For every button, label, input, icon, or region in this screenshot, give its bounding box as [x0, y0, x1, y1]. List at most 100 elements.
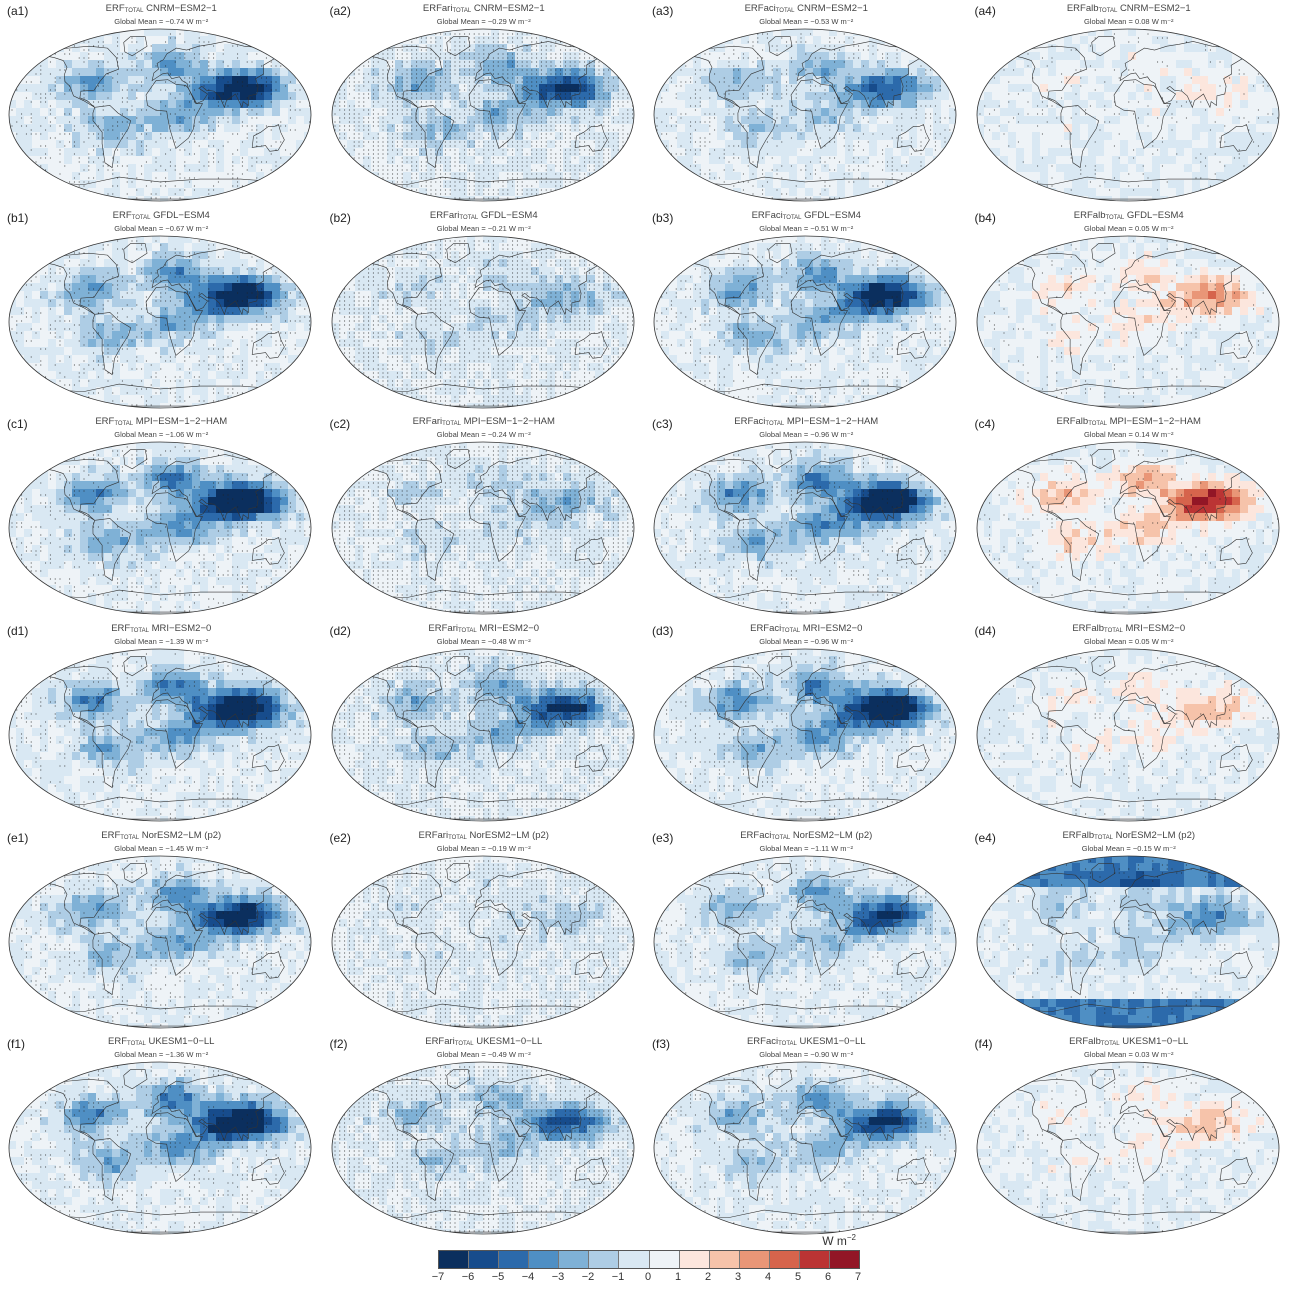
- significance-dot: [97, 53, 99, 55]
- significance-dot: [405, 61, 408, 63]
- significance-dot: [453, 53, 456, 55]
- field-cell: [128, 180, 137, 189]
- significance-dot: [511, 41, 513, 43]
- significance-dot: [487, 125, 489, 127]
- significance-dot: [506, 85, 508, 87]
- significance-dot: [241, 185, 243, 187]
- significance-dot: [338, 61, 340, 63]
- field-cell: [346, 60, 355, 69]
- significance-dot: [545, 125, 547, 127]
- significance-dot: [434, 189, 436, 191]
- significance-dot: [545, 189, 547, 191]
- field-cell: [522, 140, 531, 149]
- field-cell: [482, 172, 491, 181]
- significance-dot: [463, 33, 465, 35]
- field-cell: [482, 68, 491, 77]
- field-cell: [208, 52, 217, 61]
- field-cell: [893, 52, 902, 61]
- significance-dot: [463, 189, 465, 191]
- field-cell: [240, 68, 249, 77]
- significance-dot: [189, 141, 191, 143]
- significance-dot: [439, 125, 441, 127]
- significance-dot: [396, 197, 398, 199]
- field-cell: [618, 140, 627, 149]
- significance-dot: [612, 137, 614, 139]
- significance-dot: [569, 101, 571, 103]
- significance-dot: [583, 145, 585, 147]
- field-cell: [474, 124, 483, 133]
- significance-dot: [102, 129, 104, 131]
- field-cell: [402, 44, 411, 53]
- significance-dot: [525, 97, 528, 99]
- significance-dot: [573, 101, 576, 103]
- significance-dot: [545, 109, 547, 111]
- significance-dot: [463, 117, 465, 119]
- significance-dot: [545, 45, 547, 47]
- field-cell: [80, 108, 89, 117]
- significance-dot: [203, 109, 205, 111]
- field-cell: [264, 100, 273, 109]
- field-cell: [354, 196, 363, 201]
- significance-dot: [530, 141, 532, 143]
- field-cell: [677, 60, 686, 69]
- field-cell: [394, 156, 403, 165]
- field-cell: [402, 140, 411, 149]
- significance-dot: [621, 117, 624, 119]
- significance-dot: [434, 45, 436, 47]
- field-cell: [386, 196, 395, 201]
- field-cell: [192, 140, 201, 149]
- significance-dot: [564, 37, 566, 39]
- significance-dot: [501, 157, 504, 159]
- significance-dot: [626, 93, 628, 95]
- significance-dot: [487, 53, 489, 55]
- significance-dot: [372, 41, 374, 43]
- significance-dot: [569, 41, 571, 43]
- significance-dot: [492, 169, 494, 171]
- significance-dot: [573, 149, 576, 151]
- significance-dot: [59, 173, 61, 175]
- significance-dot: [208, 189, 210, 191]
- significance-dot: [136, 69, 138, 71]
- significance-dot: [554, 73, 556, 75]
- significance-dot: [232, 193, 234, 195]
- significance-dot: [348, 65, 350, 67]
- significance-dot: [35, 177, 37, 179]
- field-cell: [594, 68, 603, 77]
- significance-dot: [405, 53, 408, 55]
- field-cell: [272, 84, 281, 93]
- field-cell: [618, 132, 627, 141]
- significance-dot: [241, 141, 243, 143]
- field-cell: [466, 188, 475, 197]
- field-cell: [837, 76, 846, 85]
- field-cell: [354, 132, 363, 141]
- significance-dot: [468, 137, 470, 139]
- significance-dot: [112, 169, 114, 171]
- field-cell: [426, 108, 435, 117]
- significance-dot: [588, 49, 590, 51]
- field-cell: [200, 116, 209, 125]
- significance-dot: [473, 177, 475, 179]
- field-cell: [618, 196, 627, 201]
- significance-dot: [309, 165, 311, 167]
- significance-dot: [391, 77, 393, 79]
- significance-dot: [405, 57, 408, 59]
- field-cell: [192, 108, 201, 117]
- field-cell: [104, 140, 113, 149]
- field-cell: [610, 92, 619, 101]
- field-cell: [538, 36, 547, 45]
- significance-dot: [511, 33, 513, 35]
- field-cell: [346, 116, 355, 125]
- significance-dot: [444, 177, 446, 179]
- significance-dot: [597, 41, 600, 43]
- significance-dot: [246, 133, 248, 135]
- significance-dot: [362, 149, 364, 151]
- significance-dot: [420, 73, 422, 75]
- significance-dot: [516, 165, 518, 167]
- significance-dot: [420, 165, 422, 167]
- field-cell: [136, 44, 145, 53]
- significance-dot: [410, 97, 412, 99]
- field-cell: [538, 68, 547, 77]
- significance-dot: [578, 169, 580, 171]
- significance-dot: [559, 97, 561, 99]
- field-cell: [272, 44, 281, 53]
